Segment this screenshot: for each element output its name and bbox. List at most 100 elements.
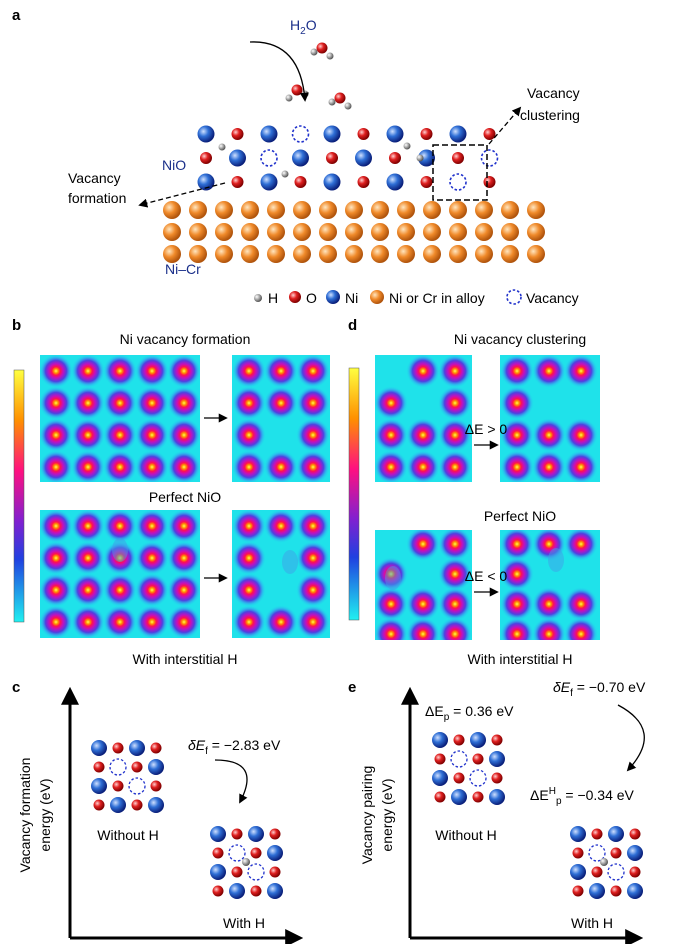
ni-atom (261, 174, 278, 191)
density-peak (296, 354, 330, 388)
o-atom (492, 735, 503, 746)
legend-label: H (268, 290, 278, 306)
caption: Without H (435, 827, 496, 843)
h-atom (600, 858, 608, 866)
ni-atom (450, 126, 467, 143)
heatmap (500, 527, 600, 651)
axis-label: energy (eV) (379, 778, 395, 851)
density-peak (167, 509, 201, 543)
alloy-atom (163, 223, 181, 241)
water-label: H2O (290, 17, 317, 37)
axis-label: energy (eV) (37, 778, 53, 851)
density-peak (438, 587, 472, 621)
alloy-atom (215, 245, 233, 263)
ni-atom (229, 883, 245, 899)
colorbar (14, 370, 24, 622)
density-peak (500, 587, 534, 621)
legend-label: Ni (345, 290, 358, 306)
o-atom (232, 128, 244, 140)
vacancy (608, 864, 624, 880)
alloy-atom (423, 245, 441, 263)
density-peak (296, 386, 330, 420)
legend-symbol (370, 290, 384, 304)
legend: H O Ni Ni or Cr in alloy Vacancy (254, 290, 579, 306)
alloy-atom (501, 245, 519, 263)
o-atom (611, 848, 622, 859)
h-atom (327, 53, 334, 60)
density-peak (135, 509, 169, 543)
o-atom (421, 128, 433, 140)
alloy-atom (189, 201, 207, 219)
o-atom (113, 781, 124, 792)
alloy-atom (241, 201, 259, 219)
alloy-atom (215, 223, 233, 241)
caption: With H (571, 915, 613, 931)
caption: With interstitial H (467, 651, 572, 667)
o-atom (435, 792, 446, 803)
annotation: clustering (520, 107, 580, 123)
density-peak (532, 354, 566, 388)
density-peak (406, 527, 440, 561)
o-atom (389, 152, 401, 164)
alloy-atom (397, 223, 415, 241)
o-atom (454, 773, 465, 784)
density-peak (39, 418, 73, 452)
density-peak (135, 354, 169, 388)
annotation: ΔEp = 0.36 eV (425, 703, 514, 723)
o-atom (358, 176, 370, 188)
o-atom (232, 176, 244, 188)
alloy-atom (345, 223, 363, 241)
text: H (549, 786, 556, 797)
alloy-atom (449, 245, 467, 263)
alloy-atom (449, 201, 467, 219)
ni-atom (229, 150, 246, 167)
ni-atom (110, 797, 126, 813)
density-peak (39, 509, 73, 543)
o-atom (335, 93, 346, 104)
o-atom (573, 848, 584, 859)
density-peak (500, 354, 534, 388)
density-peak (374, 386, 408, 420)
alloy-atom (267, 223, 285, 241)
alloy-atom (319, 201, 337, 219)
o-atom (630, 829, 641, 840)
o-atom (213, 848, 224, 859)
alloy-atom (423, 223, 441, 241)
o-atom (132, 762, 143, 773)
annotation: ΔE < 0 (465, 568, 508, 584)
alloy-atom (241, 245, 259, 263)
density-peak (71, 354, 105, 388)
o-atom (317, 43, 328, 54)
density-peak (167, 573, 201, 607)
density-peak (135, 605, 169, 639)
panel-title: Ni vacancy formation (120, 331, 251, 347)
density-peak (71, 541, 105, 575)
density-peak (438, 386, 472, 420)
h-density (548, 548, 564, 572)
density-peak (167, 386, 201, 420)
o-atom (292, 85, 303, 96)
legend-label: Vacancy (526, 290, 579, 306)
density-peak (532, 418, 566, 452)
legend-label: Ni or Cr in alloy (389, 290, 485, 306)
density-peak (167, 541, 201, 575)
alloy-atom (371, 223, 389, 241)
o-atom (295, 176, 307, 188)
density-peak (103, 418, 137, 452)
density-peak (438, 617, 472, 651)
ni-atom (355, 150, 372, 167)
ni-atom (470, 732, 486, 748)
arrow (215, 760, 247, 802)
ni-atom (627, 883, 643, 899)
axis-label: Vacancy formation (17, 758, 33, 873)
density-peak (39, 573, 73, 607)
o-atom (611, 886, 622, 897)
density-peak (296, 418, 330, 452)
density-peak (71, 418, 105, 452)
density-peak (39, 354, 73, 388)
density-peak (406, 418, 440, 452)
o-atom (592, 829, 603, 840)
alloy-atom (449, 223, 467, 241)
density-peak (232, 418, 266, 452)
alloy-atom (189, 223, 207, 241)
